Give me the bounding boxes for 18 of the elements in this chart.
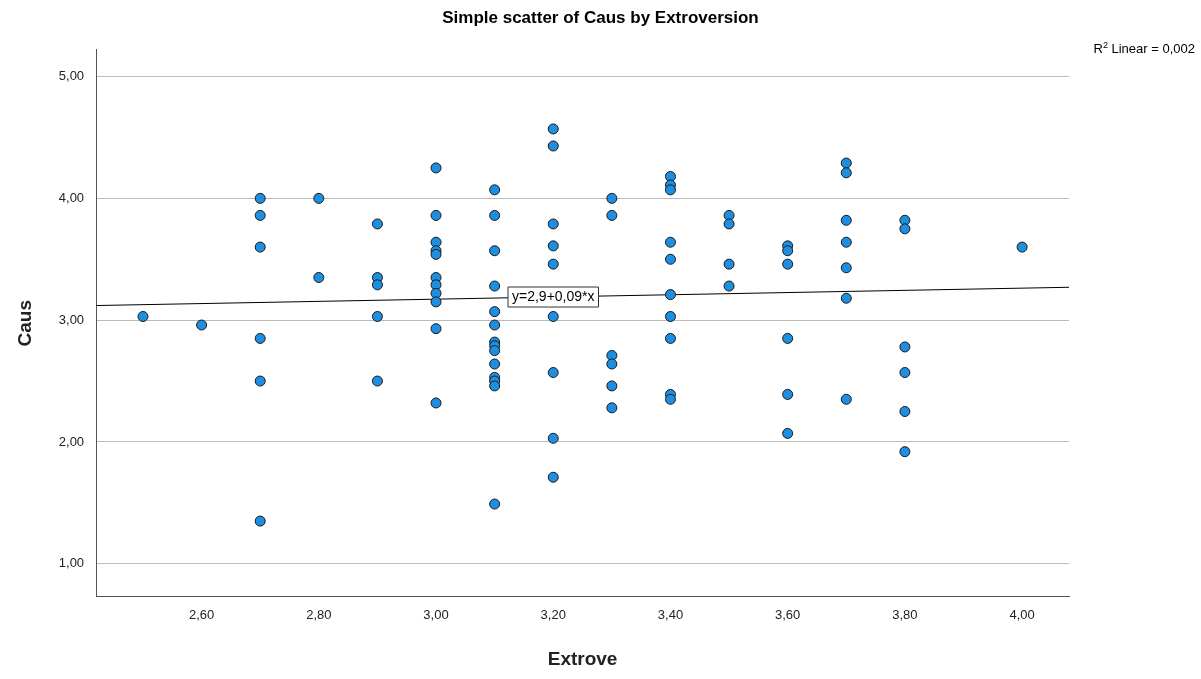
annotation: y=2,9+0,09*x — [511, 287, 595, 304]
x-tick-label: 3,60 — [775, 606, 801, 622]
x-tick-label: 3,80 — [892, 606, 918, 622]
y-tick-label: 1,00 — [58, 555, 85, 571]
chart-title: Simple scatter of Caus by Extroversion — [441, 8, 760, 28]
y-tick-label: 2,00 — [58, 433, 85, 449]
text: R$^{2}$ Linear = 0,002 — [1093, 40, 1195, 57]
x-tick-label: 3,40 — [657, 606, 684, 622]
x-tick-label: 4,00 — [1009, 606, 1035, 622]
y-tick-label: 5,00 — [58, 68, 85, 84]
x-tick-label: 2,80 — [306, 606, 332, 622]
y-tick-label: 3,00 — [58, 311, 85, 327]
x-tick-label: 3,20 — [540, 606, 566, 622]
y-axis-title: Caus — [13, 299, 35, 347]
x-tick-label: 3,00 — [423, 606, 449, 622]
y-tick-label: 4,00 — [58, 189, 85, 205]
x-tick-label: 2,60 — [188, 606, 215, 622]
x-axis-title: Extrove — [547, 647, 618, 669]
